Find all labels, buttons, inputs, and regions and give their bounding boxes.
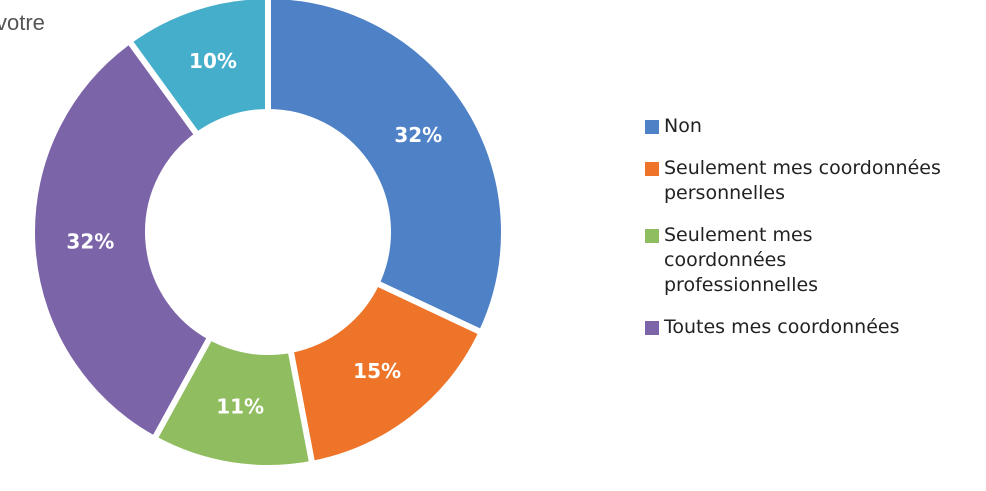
- legend-swatch: [645, 229, 659, 243]
- legend-swatch: [645, 120, 659, 134]
- legend-swatch: [645, 162, 659, 176]
- legend-label: Non: [664, 115, 702, 137]
- legend-item: Toutes mes coordonnées: [645, 315, 964, 340]
- donut-slice: [29, 36, 215, 443]
- legend-label: Seulement mes coordonnées personnelles: [664, 157, 941, 204]
- chart-title: votre: [0, 10, 45, 35]
- legend-label: Toutes mes coordonnées: [664, 316, 900, 338]
- legend-item: Seulement mes coordonnées professionnell…: [645, 223, 834, 298]
- donut-slice: [286, 279, 486, 468]
- legend-swatch: [645, 321, 659, 335]
- legend-item: Seulement mes coordonnées personnelles: [645, 156, 964, 206]
- legend-item: Non: [645, 114, 964, 139]
- donut-slice: [125, 0, 271, 140]
- donut-slice: [265, 0, 507, 337]
- data-label: 32%: [66, 230, 114, 254]
- data-label: 10%: [189, 49, 237, 73]
- data-label: 15%: [353, 359, 401, 383]
- data-label: 11%: [216, 394, 264, 418]
- legend-label: Seulement mes coordonnées professionnell…: [664, 224, 819, 296]
- legend: Non Seulement mes coordonnées personnelle…: [645, 114, 964, 357]
- data-label: 32%: [394, 123, 442, 147]
